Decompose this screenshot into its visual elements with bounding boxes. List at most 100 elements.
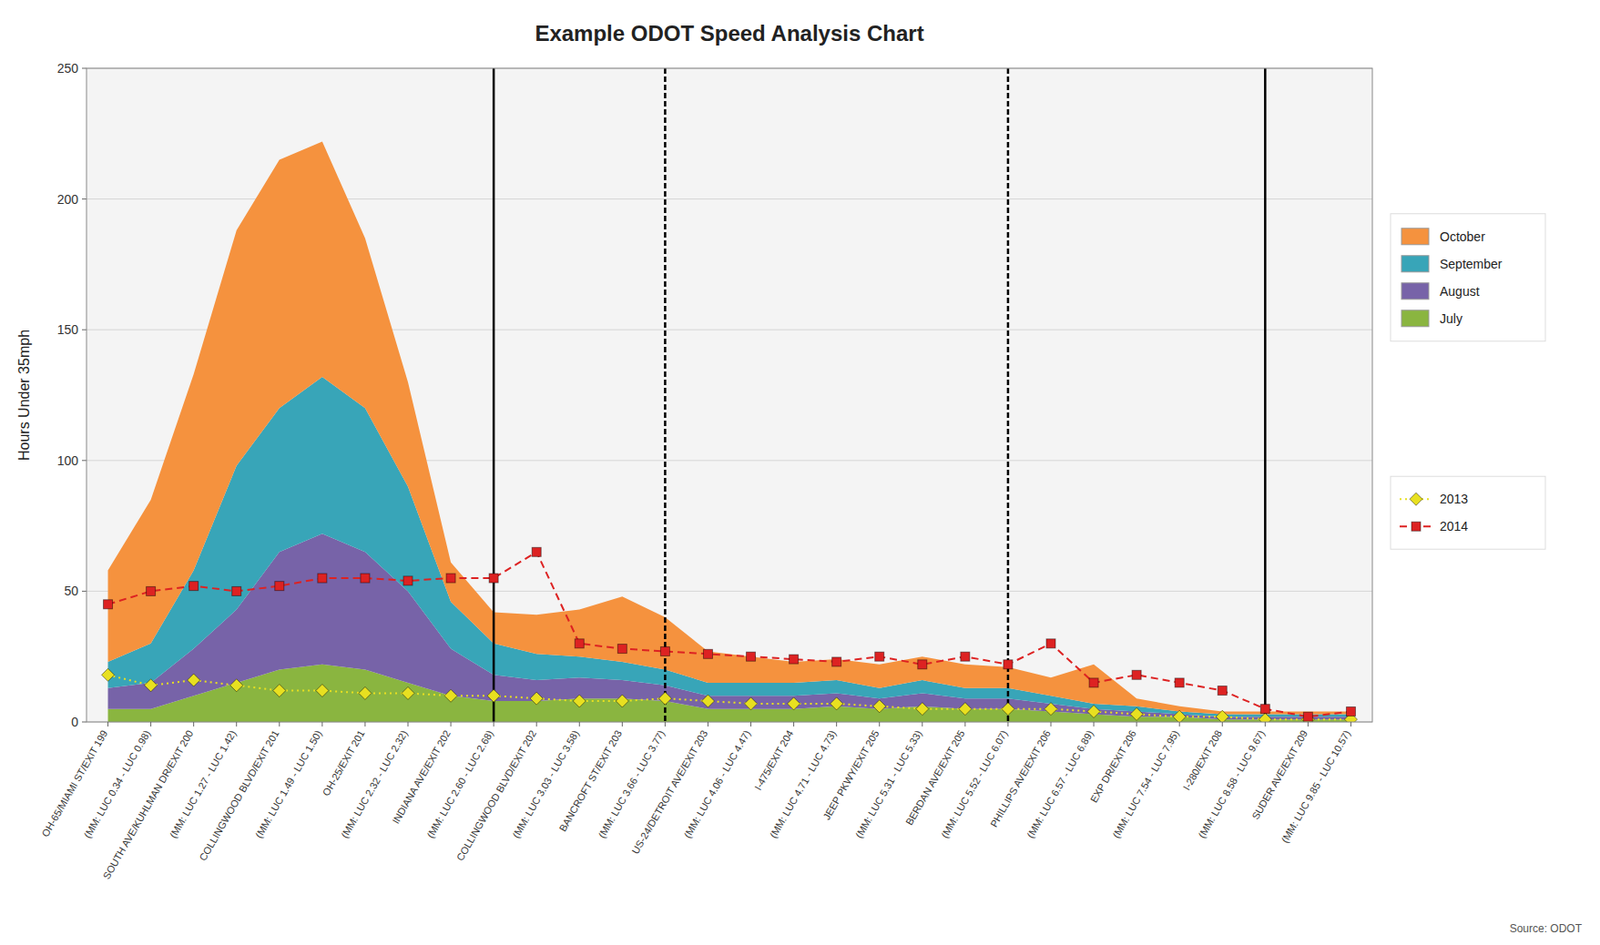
tick-label: (MM: LUC 4.06 - LUC 4.47) — [682, 728, 754, 840]
legend-swatch — [1401, 310, 1429, 327]
legend-label: July — [1439, 311, 1463, 327]
tick-mark — [364, 722, 366, 727]
plot-data — [101, 68, 1358, 723]
marker — [574, 639, 584, 649]
marker — [875, 652, 885, 662]
legend: October September August July — [1390, 214, 1546, 342]
marker — [187, 673, 201, 687]
marker — [572, 694, 586, 708]
marker — [146, 586, 156, 596]
tick-label: COLLINGWOOD BLVD/EXIT 201 — [196, 728, 281, 864]
tick-mark — [921, 722, 923, 727]
marker — [617, 644, 627, 654]
tick-label: (MM: LUC 9.85 - LUC 10.57) — [1279, 728, 1354, 846]
marker — [873, 700, 887, 714]
tick-label: 250 — [57, 61, 80, 76]
tick-label: EXP DR/EXIT 206 — [1088, 728, 1139, 805]
marker — [1131, 670, 1142, 680]
marker — [660, 646, 670, 656]
vertical-line — [492, 68, 496, 723]
tick-mark — [1350, 722, 1352, 727]
area — [108, 141, 1352, 714]
tick-mark — [81, 68, 87, 70]
marker — [789, 654, 799, 664]
tick-label: 150 — [57, 322, 80, 337]
marker — [703, 649, 713, 659]
marker — [273, 684, 286, 698]
tick-label: OH-25/EXIT 201 — [320, 728, 367, 798]
marker — [746, 652, 756, 662]
marker — [317, 573, 327, 583]
legend-swatch — [1401, 255, 1429, 273]
tick-mark — [750, 722, 752, 727]
marker — [701, 694, 714, 708]
tick-label: US-24/DETROIT AVE/EXIT 203 — [629, 728, 710, 857]
tick-mark — [493, 722, 495, 727]
marker — [401, 686, 415, 700]
legend-label: September — [1439, 256, 1503, 272]
tick-label: 0 — [71, 714, 79, 730]
legend-box — [1390, 476, 1546, 550]
marker — [144, 679, 158, 693]
tick-mark — [1093, 722, 1095, 727]
plot-background — [86, 68, 1373, 723]
marker — [830, 697, 844, 711]
tick-mark — [621, 722, 623, 727]
marker — [958, 703, 972, 716]
legend-marker — [1409, 492, 1423, 506]
tick-mark — [81, 591, 87, 592]
marker — [1215, 710, 1229, 723]
marker — [744, 697, 758, 711]
x-axis: OH-65/MIAMI ST/EXIT 199(MM: LUC 0.34 - L… — [39, 722, 1353, 882]
marker — [1174, 678, 1184, 688]
tick-mark — [664, 722, 666, 727]
marker — [189, 581, 199, 592]
tick-mark — [193, 722, 194, 727]
marker — [529, 692, 543, 705]
marker — [489, 573, 499, 583]
tick-mark — [235, 722, 237, 727]
legend-label: 2013 — [1439, 491, 1468, 507]
tick-mark — [835, 722, 837, 727]
tick-label: 50 — [63, 583, 79, 599]
tick-mark — [1222, 722, 1223, 727]
marker — [358, 686, 372, 700]
marker — [960, 652, 970, 662]
marker — [531, 547, 541, 557]
tick-mark — [536, 722, 538, 727]
tick-mark — [81, 722, 87, 724]
tick-mark — [150, 722, 152, 727]
tick-label: SOUTH AVE/KUHLMAN DR/EXIT 200 — [101, 728, 196, 882]
marker — [275, 581, 285, 592]
tick-mark — [793, 722, 795, 727]
marker — [1001, 703, 1015, 716]
legend-label: August — [1439, 284, 1480, 299]
marker — [446, 573, 456, 583]
tick-mark — [1136, 722, 1138, 727]
tick-label: COLLINGWOOD BLVD/EXIT 202 — [454, 728, 539, 864]
marker — [315, 684, 329, 698]
tick-mark — [964, 722, 966, 727]
tick-label: I-475/EXIT 204 — [752, 728, 795, 793]
tick-label: (MM: LUC 6.57 - LUC 6.89) — [1024, 728, 1096, 840]
tick-mark — [81, 329, 87, 331]
plot-frame — [86, 68, 1373, 723]
tick-label: (MM: LUC 7.54 - LUC 7.95) — [1110, 728, 1182, 840]
legend-label: October — [1439, 229, 1486, 245]
tick-mark — [579, 722, 581, 727]
vertical-line — [1263, 68, 1267, 723]
marker — [101, 668, 115, 682]
tick-mark — [1264, 722, 1266, 727]
marker — [1130, 707, 1143, 721]
tick-mark — [1050, 722, 1052, 727]
tick-mark — [1307, 722, 1309, 727]
tick-mark — [321, 722, 323, 727]
tick-mark — [1179, 722, 1181, 727]
tick-label: 100 — [57, 453, 80, 469]
marker — [916, 703, 929, 716]
marker — [444, 689, 458, 703]
marker — [103, 600, 113, 610]
axis-label: Hours Under 35mph — [16, 329, 32, 461]
marker — [1303, 712, 1313, 722]
marker — [1345, 707, 1356, 717]
